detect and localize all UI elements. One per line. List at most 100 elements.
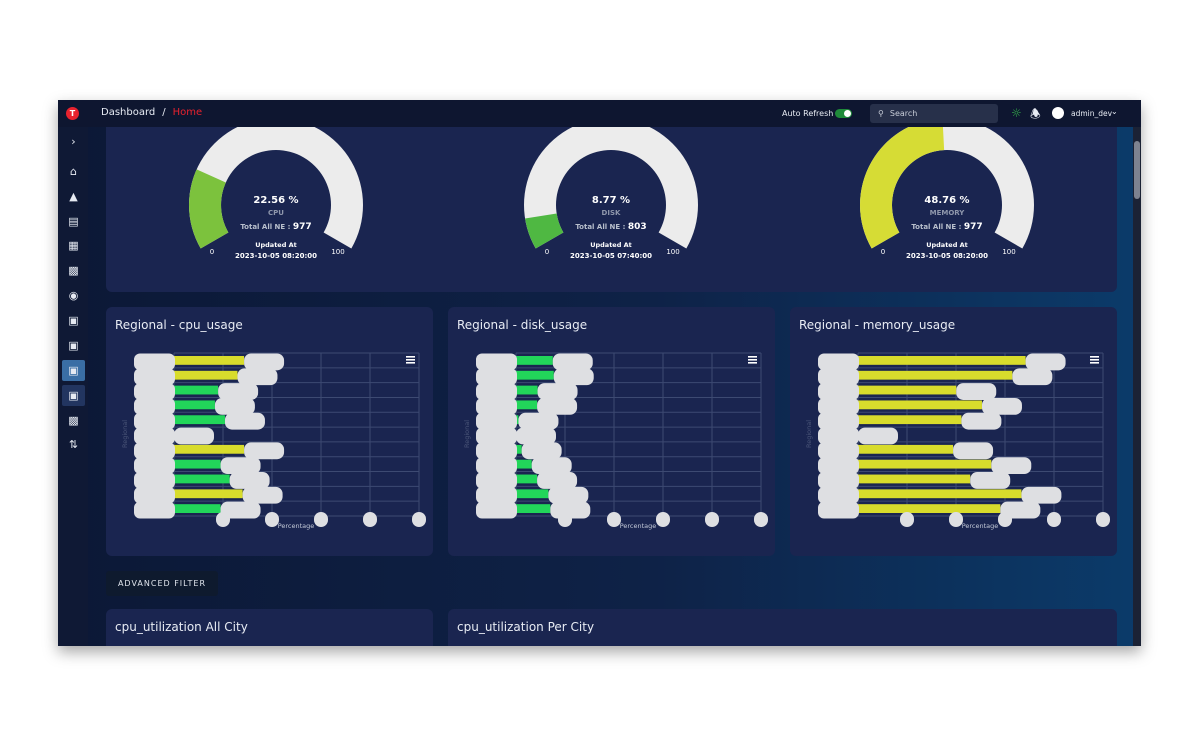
- tick-label-redacted: [314, 512, 328, 527]
- category-label-redacted: [818, 383, 859, 400]
- category-label-redacted: [476, 383, 517, 400]
- category-label-redacted: [134, 368, 175, 386]
- tick-label-redacted: [1096, 512, 1110, 527]
- category-label-redacted: [476, 442, 517, 460]
- tick-label-redacted: [216, 512, 230, 527]
- sliders-icon: ⇅: [68, 438, 79, 451]
- bar: [516, 444, 522, 454]
- bar: [858, 385, 957, 395]
- hamburger-menu-icon[interactable]: [748, 356, 757, 364]
- module-nav-item[interactable]: ▣: [62, 310, 85, 331]
- bar: [174, 370, 238, 380]
- tick-label-redacted: [265, 512, 279, 527]
- app-window: T Dashboard / Home Auto Refresh ⚲ Search …: [58, 100, 1141, 646]
- category-label-redacted: [476, 412, 517, 430]
- tick-label-redacted: [900, 512, 914, 527]
- data-label-redacted: [224, 412, 265, 430]
- device-nav-item[interactable]: ▩: [62, 260, 85, 281]
- bar: [858, 444, 954, 454]
- tower-nav-item[interactable]: ▲: [62, 186, 85, 207]
- regional-chart-card: Regional - cpu_usage Percentage Regional: [106, 307, 433, 556]
- category-label-redacted: [476, 457, 517, 475]
- data-label-redacted: [991, 457, 1032, 475]
- top-bar: T Dashboard / Home Auto Refresh ⚲ Search …: [58, 100, 1141, 127]
- card-title: cpu_utilization All City: [115, 620, 248, 634]
- username[interactable]: admin_dev: [1071, 109, 1113, 118]
- category-label-redacted: [134, 383, 175, 400]
- scrollbar[interactable]: [1133, 127, 1141, 646]
- data-label-redacted: [537, 383, 578, 400]
- data-label-redacted: [521, 442, 562, 460]
- category-label-redacted: [476, 427, 517, 445]
- category-label-redacted: [476, 368, 517, 386]
- sidebar: › ⌂ ▲ ▤ ▦ ▩ ◉ ▣ ▣ ▣ ▣ ▩ ⇅: [58, 127, 88, 646]
- data-label-redacted: [970, 472, 1011, 489]
- gauge-fill: [189, 169, 228, 248]
- home-nav-item[interactable]: ⌂: [62, 161, 85, 182]
- y-axis-label: Regional: [463, 420, 471, 448]
- alarm-nav-item[interactable]: ◉: [62, 285, 85, 306]
- device-icon: ▩: [68, 264, 79, 277]
- category-label-redacted: [134, 353, 175, 371]
- module-nav-item[interactable]: ▣: [62, 335, 85, 356]
- module-icon: ▣: [68, 364, 79, 377]
- gauge-updated-label: Updated At: [926, 241, 968, 249]
- theme-sun-icon[interactable]: ☼: [1011, 106, 1022, 120]
- advanced-filter-button[interactable]: ADVANCED FILTER: [106, 571, 218, 596]
- bar-chart: Percentage Regional: [121, 352, 426, 530]
- module-icon: ▣: [68, 389, 79, 402]
- server-rack-nav-item[interactable]: ▦: [62, 235, 85, 256]
- bell-icon[interactable]: 🕭: [1030, 107, 1041, 121]
- logo[interactable]: T: [66, 107, 79, 120]
- bar: [858, 356, 1026, 365]
- tick-label-redacted: [656, 512, 670, 527]
- data-label-redacted: [220, 501, 261, 519]
- tick-label-redacted: [754, 512, 768, 527]
- cpu-all-city-card: cpu_utilization All City: [106, 609, 433, 646]
- gauge-updated-label: Updated At: [255, 241, 297, 249]
- search-icon: ⚲: [878, 109, 884, 118]
- data-label-redacted: [218, 383, 259, 400]
- data-label-redacted: [1021, 486, 1062, 504]
- tick-label-redacted: [558, 512, 572, 527]
- tick-label-redacted: [363, 512, 377, 527]
- alarm-icon: ◉: [68, 289, 79, 302]
- data-label-redacted: [956, 383, 997, 400]
- user-avatar-icon[interactable]: [1052, 107, 1064, 119]
- hamburger-menu-icon[interactable]: [1090, 356, 1099, 364]
- bar: [516, 400, 538, 410]
- category-label-redacted: [476, 353, 517, 371]
- breadcrumb-dashboard[interactable]: Dashboard: [101, 107, 156, 118]
- server-rack-icon: ▦: [68, 239, 79, 252]
- gauge-min-label: 0: [209, 248, 215, 256]
- bar: [516, 459, 532, 469]
- hamburger-menu-icon[interactable]: [406, 356, 415, 364]
- tick-label-redacted: [412, 512, 426, 527]
- category-label-redacted: [818, 442, 859, 460]
- gauge-min-label: 0: [880, 248, 886, 256]
- chevron-right-nav-item[interactable]: ›: [62, 131, 85, 152]
- bar: [174, 415, 225, 425]
- chart-title: Regional - disk_usage: [457, 318, 588, 332]
- bar-chart: Percentage Regional: [463, 352, 768, 530]
- data-label-redacted: [548, 486, 589, 504]
- regional-chart-card: Regional - disk_usage Percentage Regional: [448, 307, 775, 556]
- sliders-nav-item[interactable]: ⇅: [62, 434, 85, 455]
- bar: [516, 504, 551, 513]
- tick-label-redacted: [1047, 512, 1061, 527]
- tick-label-redacted: [998, 512, 1012, 527]
- gauge-label: MEMORY: [929, 209, 965, 217]
- bar-chart-nav-item[interactable]: ▩: [62, 410, 85, 431]
- bar: [516, 415, 519, 425]
- bar-chart-icon: ▩: [68, 414, 79, 427]
- module-nav-item[interactable]: ▣: [62, 385, 85, 406]
- breadcrumb: Dashboard / Home: [101, 107, 202, 118]
- x-axis-label: Percentage: [620, 522, 657, 530]
- chevron-down-icon[interactable]: ⌄: [1111, 107, 1118, 116]
- search-input[interactable]: ⚲ Search: [870, 104, 998, 123]
- data-label-redacted: [961, 412, 1002, 430]
- router-nav-item[interactable]: ▤: [62, 211, 85, 232]
- module-nav-item[interactable]: ▣: [62, 360, 85, 381]
- auto-refresh-toggle[interactable]: [835, 109, 852, 118]
- gauge-total: Total All NE : 977: [240, 222, 312, 232]
